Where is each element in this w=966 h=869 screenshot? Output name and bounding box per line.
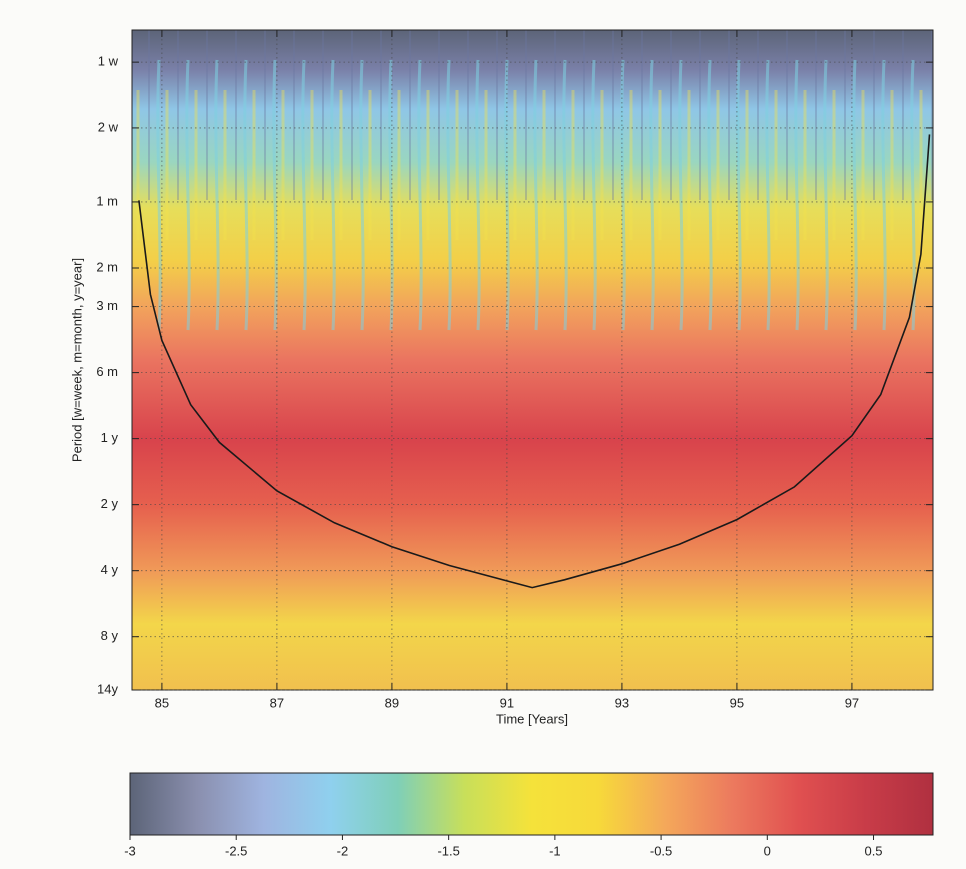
colorbar-tick-label: -0.5 bbox=[650, 843, 672, 858]
x-tick-label: 97 bbox=[845, 695, 859, 710]
colorbar-tick-label: -1 bbox=[549, 843, 561, 858]
colorbar-frame bbox=[129, 772, 934, 836]
y-tick-label: 1 m bbox=[96, 193, 118, 208]
wavelet-texture bbox=[132, 30, 933, 690]
x-tick-label: 91 bbox=[500, 695, 514, 710]
y-tick-label: 4 y bbox=[101, 562, 119, 577]
y-tick-label: 2 y bbox=[101, 496, 119, 511]
y-axis-label: Period [w=week, m=month, y=year] bbox=[69, 258, 84, 462]
colorbar-tick-label: 0.5 bbox=[864, 843, 882, 858]
plot-area bbox=[132, 30, 933, 690]
y-tick-label: 2 m bbox=[96, 259, 118, 274]
y-tick-label: 6 m bbox=[96, 364, 118, 379]
colorbar-tick-label: 0 bbox=[764, 843, 771, 858]
y-tick-label: 2 w bbox=[98, 119, 119, 134]
x-tick-label: 93 bbox=[615, 695, 629, 710]
y-tick-label: 1 w bbox=[98, 54, 119, 69]
colorbar bbox=[130, 773, 933, 835]
y-tick-label: 14y bbox=[97, 681, 118, 696]
y-tick-label: 1 y bbox=[101, 430, 119, 445]
colorbar-tick-label: -3 bbox=[124, 843, 136, 858]
colorbar-tick-label: -1.5 bbox=[437, 843, 459, 858]
x-tick-label: 87 bbox=[270, 695, 284, 710]
x-tick-label: 85 bbox=[155, 695, 169, 710]
colorbar-tick-label: -2 bbox=[337, 843, 349, 858]
x-tick-label: 95 bbox=[730, 695, 744, 710]
colorbar-tick-label: -2.5 bbox=[225, 843, 247, 858]
y-tick-label: 3 m bbox=[96, 298, 118, 313]
x-axis-label: Time [Years] bbox=[496, 711, 568, 726]
cone-of-influence bbox=[138, 134, 931, 589]
y-tick-label: 8 y bbox=[101, 628, 119, 643]
x-tick-label: 89 bbox=[385, 695, 399, 710]
